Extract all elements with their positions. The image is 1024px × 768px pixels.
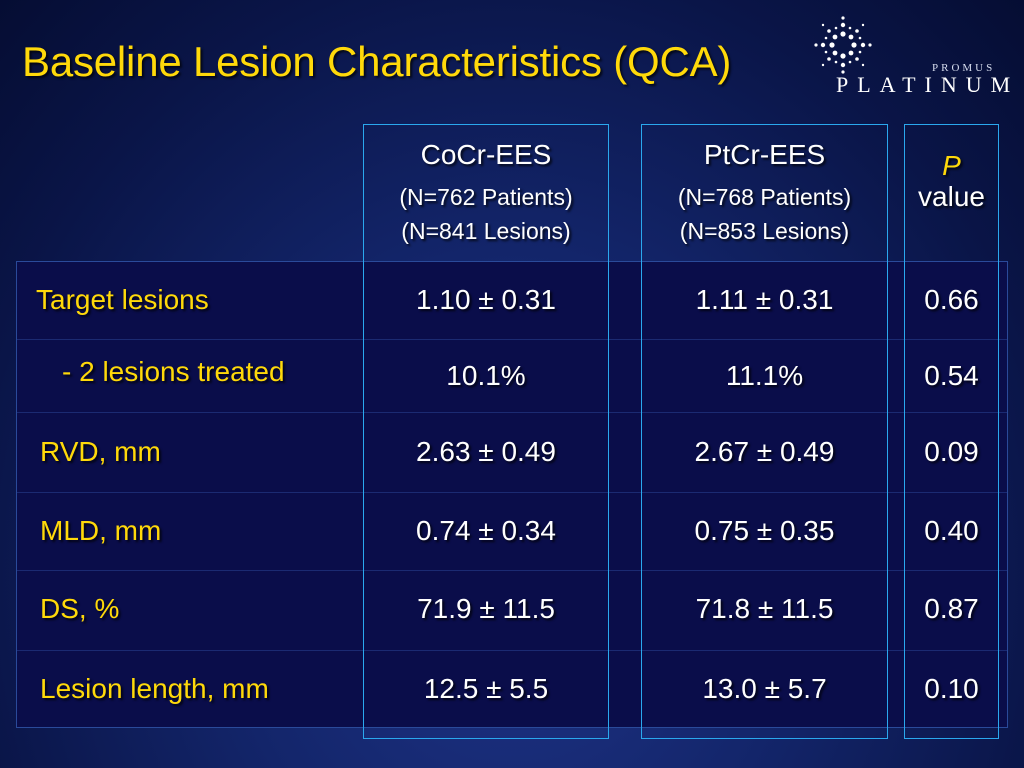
cell-ptcr: 71.8 ± 11.5 xyxy=(695,593,834,624)
cell-cocr: 1.10 ± 0.31 xyxy=(416,284,556,315)
column-patients: (N=768 Patients) xyxy=(677,184,852,210)
row-divider xyxy=(17,650,1007,651)
column-subtitle: (N=762 Patients) (N=841 Lesions) xyxy=(363,180,609,248)
row-label-rvd: RVD, mm xyxy=(40,436,161,467)
column-patients: (N=762 Patients) xyxy=(399,184,573,210)
cell-pvalue: 0.40 xyxy=(924,515,979,546)
cell-pvalue: 0.66 xyxy=(924,284,979,315)
row-label-two-lesions: - 2 lesions treated xyxy=(62,356,285,387)
row-divider xyxy=(17,570,1007,571)
starburst-icon xyxy=(814,16,872,74)
row-divider xyxy=(17,339,1007,340)
promus-platinum-logo: PROMUS PLATINUM xyxy=(808,10,1024,100)
cell-pvalue: 0.10 xyxy=(924,673,979,704)
row-label-mld: MLD, mm xyxy=(40,515,162,546)
cell-pvalue: 0.87 xyxy=(924,593,979,624)
pvalue-p: P xyxy=(942,150,961,181)
cell-ptcr: 1.11 ± 0.31 xyxy=(695,284,834,315)
cell-pvalue: 0.54 xyxy=(924,360,979,391)
cell-cocr: 0.74 ± 0.34 xyxy=(416,515,556,546)
column-header-pvalue: P value xyxy=(904,124,999,213)
column-lesions: (N=853 Lesions) xyxy=(679,218,850,244)
column-lesions: (N=841 Lesions) xyxy=(401,218,571,244)
column-frame-pvalue xyxy=(904,124,999,739)
row-label-ds: DS, % xyxy=(40,593,120,624)
cell-cocr: 2.63 ± 0.49 xyxy=(416,436,556,467)
column-frame-cocr xyxy=(363,124,609,739)
column-subtitle: (N=768 Patients) (N=853 Lesions) xyxy=(641,180,888,248)
logo-promus-text: PROMUS xyxy=(932,62,996,74)
logo-platinum-text: PLATINUM xyxy=(836,72,1020,97)
cell-ptcr: 13.0 ± 5.7 xyxy=(702,673,827,704)
cell-cocr: 71.9 ± 11.5 xyxy=(417,593,555,624)
row-divider xyxy=(17,492,1007,493)
cell-pvalue: 0.09 xyxy=(924,436,979,467)
cell-cocr: 10.1% xyxy=(446,360,526,391)
pvalue-word: value xyxy=(918,181,985,212)
cell-ptcr: 2.67 ± 0.49 xyxy=(694,436,835,467)
row-label-lesion-length: Lesion length, mm xyxy=(40,673,269,704)
cell-ptcr: 0.75 ± 0.35 xyxy=(694,515,835,546)
slide-title: Baseline Lesion Characteristics (QCA) xyxy=(22,38,732,85)
column-header-ptcr: PtCr-EES (N=768 Patients) (N=853 Lesions… xyxy=(641,124,888,248)
row-divider xyxy=(17,412,1007,413)
column-frame-ptcr xyxy=(641,124,888,739)
column-name: PtCr-EES xyxy=(703,139,826,170)
cell-ptcr: 11.1% xyxy=(725,360,804,391)
cell-cocr: 12.5 ± 5.5 xyxy=(423,673,549,704)
column-name: CoCr-EES xyxy=(420,139,552,170)
column-header-cocr: CoCr-EES (N=762 Patients) (N=841 Lesions… xyxy=(363,124,609,248)
row-label-target-lesions: Target lesions xyxy=(36,284,209,315)
